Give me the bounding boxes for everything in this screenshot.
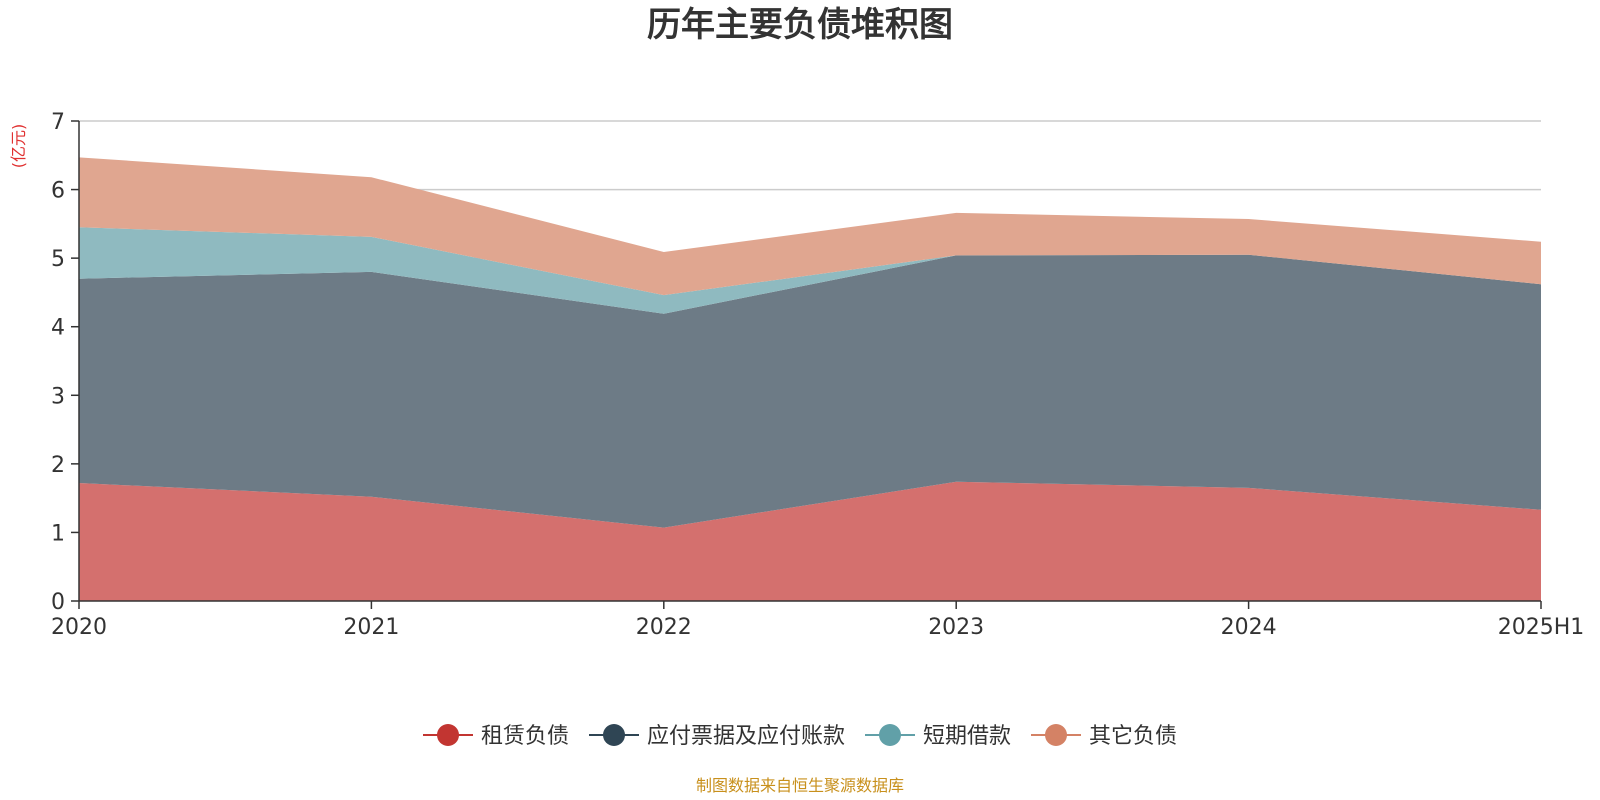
data-source-note: 制图数据来自恒生聚源数据库 xyxy=(696,776,904,795)
legend-item-2[interactable]: 应付票据及应付账款 xyxy=(589,724,845,749)
axes: 0 1 2 3 4 5 6 7 2020 2021 2022 2023 2024 2025H1 xyxy=(51,110,1584,640)
area-series-2 xyxy=(79,254,1541,528)
x-tick-label-2021: 2021 xyxy=(343,615,399,640)
x-tick-label-2023: 2023 xyxy=(928,615,984,640)
legend-marker-icon xyxy=(1045,724,1067,746)
legend[interactable]: 租赁负债 应付票据及应付账款 短期借款 其它负债 xyxy=(423,724,1177,749)
x-tick-label-2025H1: 2025H1 xyxy=(1498,615,1585,640)
legend-label: 租赁负债 xyxy=(481,724,569,749)
y-tick-label-5: 5 xyxy=(51,247,65,272)
y-tick-label-3: 3 xyxy=(51,384,65,409)
y-tick-label-0: 0 xyxy=(51,590,65,615)
area-series-3 xyxy=(79,227,1541,314)
area-series-1 xyxy=(79,481,1541,601)
y-tick-label-6: 6 xyxy=(51,179,65,204)
legend-item-3[interactable]: 短期借款 xyxy=(865,724,1011,749)
legend-label: 应付票据及应付账款 xyxy=(647,724,845,749)
legend-item-1[interactable]: 租赁负债 xyxy=(423,724,569,749)
area-series-group xyxy=(79,157,1541,601)
legend-marker-icon xyxy=(603,724,625,746)
x-tick-label-2024: 2024 xyxy=(1221,615,1277,640)
y-tick-label-2: 2 xyxy=(51,453,65,478)
legend-label: 短期借款 xyxy=(923,724,1011,749)
x-tick-label-2020: 2020 xyxy=(51,615,107,640)
y-tick-label-4: 4 xyxy=(51,316,65,341)
y-axis-unit-label: (亿元) xyxy=(9,124,28,169)
y-tick-label-7: 7 xyxy=(51,110,65,135)
legend-label: 其它负债 xyxy=(1089,724,1177,749)
legend-marker-icon xyxy=(879,724,901,746)
x-tick-label-2022: 2022 xyxy=(636,615,692,640)
chart-title: 历年主要负债堆积图 xyxy=(647,5,953,45)
legend-item-4[interactable]: 其它负债 xyxy=(1031,724,1177,749)
y-tick-label-1: 1 xyxy=(51,521,65,546)
legend-marker-icon xyxy=(437,724,459,746)
area-series-4 xyxy=(79,157,1541,296)
